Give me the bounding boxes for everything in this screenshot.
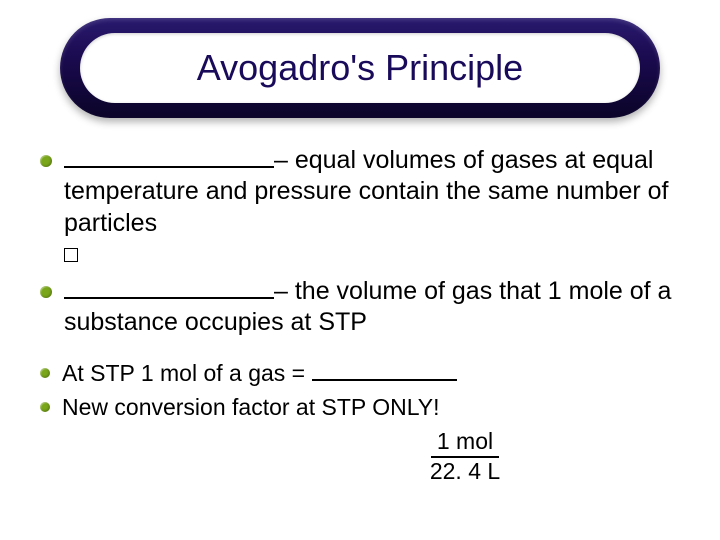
bullet-dot-icon: [40, 368, 50, 378]
bullet-dot-icon: [40, 155, 52, 167]
bullet-1: – equal volumes of gases at equal temper…: [40, 145, 690, 270]
conversion-fraction: 1 mol 22. 4 L: [240, 428, 690, 485]
title-pill-inner: Avogadro's Principle: [80, 33, 640, 103]
missing-glyph-icon: [64, 248, 78, 262]
bullet-dot-icon: [40, 402, 50, 412]
fill-blank: [64, 146, 274, 169]
slide-body: – equal volumes of gases at equal temper…: [40, 145, 690, 485]
fill-blank: [312, 360, 457, 381]
bullet-3-text: At STP 1 mol of a gas =: [62, 359, 457, 388]
fraction-denominator: 22. 4 L: [430, 458, 500, 484]
bullet-1-text: – equal volumes of gases at equal temper…: [64, 145, 690, 270]
bullet-3: At STP 1 mol of a gas =: [40, 359, 690, 388]
bullet-2: – the volume of gas that 1 mole of a sub…: [40, 276, 690, 339]
bullet-3-prefix: At STP 1 mol of a gas =: [62, 360, 312, 386]
title-pill: Avogadro's Principle: [60, 18, 660, 118]
fill-blank: [64, 277, 274, 300]
bullet-dot-icon: [40, 286, 52, 298]
bullet-2-text: – the volume of gas that 1 mole of a sub…: [64, 276, 690, 339]
bullet-4: New conversion factor at STP ONLY!: [40, 393, 690, 422]
bullet-4-text: New conversion factor at STP ONLY!: [62, 393, 440, 422]
fraction-numerator: 1 mol: [431, 428, 499, 458]
slide-title: Avogadro's Principle: [197, 47, 523, 89]
